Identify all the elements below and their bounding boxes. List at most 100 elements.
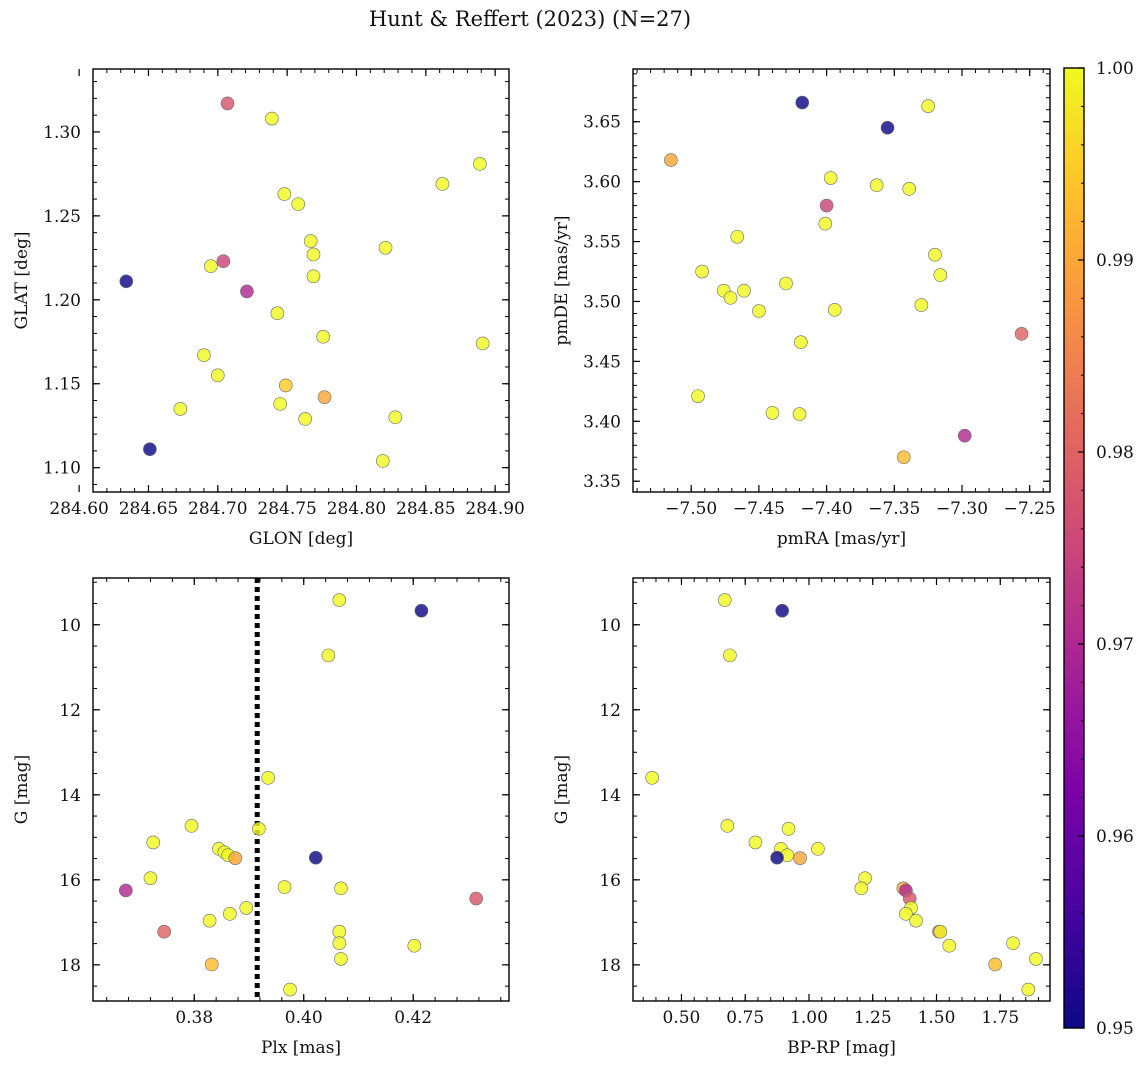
x-tick-label: 284.70 [188,499,247,519]
data-point [306,269,321,284]
data-point [317,390,332,404]
x-tick-label: 284.80 [327,499,386,519]
data-point [202,913,217,928]
colorbar: 0.95 0.96 0.97 0.98 0.99 1.00 [1063,59,1134,1039]
y-axis-label-pmde: pmDE [mas/yr] [552,215,572,345]
y-tick-label: 18 [599,956,621,976]
plot-area-sky [92,68,510,493]
data-point [730,229,745,244]
data-point [435,177,450,191]
x-axis-label-glon: GLON [deg] [249,529,353,549]
x-axis-label-plx: Plx [mas] [261,1038,341,1058]
y-tick-label: 16 [59,871,81,891]
x-axis-label-pmra: pmRA [mas/yr] [777,529,906,549]
data-point [794,335,808,350]
data-point [896,450,911,465]
colorbar-tick-label: 0.99 [1096,251,1134,271]
data-point [695,264,709,279]
data-point [819,198,834,213]
data-point [173,402,188,416]
data-point [792,407,807,421]
data-point [942,938,957,953]
data-point [823,171,838,185]
data-point [691,389,705,403]
x-tick-label: −7.50 [665,499,717,519]
x-tick-label: 284.85 [396,499,455,519]
data-point [469,891,483,906]
data-point [811,842,825,856]
x-tick-label: −7.40 [801,499,853,519]
data-point [303,234,318,248]
data-point [752,304,766,318]
panel-color-magnitude: 0.50 0.75 1.00 1.25 1.50 1.75 10 12 14 16 18 BP-RP… [552,577,1051,1058]
x-tick-label: 0.38 [175,1008,213,1028]
y-tick-label: 3.55 [583,233,621,253]
plot-area-parallax [92,577,510,1002]
data-point [273,397,288,411]
data-point [899,907,913,921]
colorbar-ticks: 0.95 0.96 0.97 0.98 0.99 1.00 [1078,59,1134,1039]
y-tick-label: 18 [59,956,81,976]
data-point [1029,952,1043,966]
y-tick-label: 1.10 [43,459,81,479]
colorbar-gradient [1063,67,1085,1029]
data-point [854,881,869,896]
data-point [748,835,763,850]
data-point [211,368,225,383]
ticks-color-magnitude: 0.50 0.75 1.00 1.25 1.50 1.75 10 12 14 16 18 [599,578,1050,1028]
data-point [228,851,243,865]
data-point [283,982,297,997]
data-point [933,924,948,939]
data-point [334,881,348,896]
colorbar-tick-label: 1.00 [1096,59,1134,79]
data-point [781,822,796,836]
data-point [770,850,784,865]
points-color-magnitude [645,593,1043,997]
panel-sky-position: 284.60 284.65 284.70 284.75 284.80 284.85 284.… [12,68,525,549]
data-point [240,284,254,299]
data-point [252,822,266,836]
data-point [204,957,219,972]
data-point [718,593,732,607]
data-point [157,924,171,939]
data-point [779,276,793,291]
points-sky [119,96,490,468]
data-point [332,924,347,939]
data-point [278,378,293,393]
data-point [880,120,895,135]
x-tick-label: 284.60 [49,499,108,519]
y-tick-label: 1.15 [43,375,81,395]
data-point [645,771,659,785]
x-tick-label: 284.75 [257,499,316,519]
data-point [291,197,306,211]
y-tick-label: 3.40 [583,412,621,432]
data-point [223,907,237,921]
data-point [332,936,347,950]
ticks-sky: 284.60 284.65 284.70 284.75 284.80 284.85 284.… [43,69,525,519]
y-tick-label: 1.20 [43,291,81,311]
x-tick-label: 1.00 [790,1008,828,1028]
colorbar-tick-label: 0.98 [1096,443,1134,463]
y-tick-label: 3.65 [583,113,621,133]
data-point [270,306,285,321]
x-axis-label-bp-rp: BP-RP [mag] [787,1038,896,1058]
data-point [265,111,279,126]
data-point [775,603,790,618]
data-point [407,938,422,953]
data-point [1014,327,1029,341]
data-point [277,880,292,894]
panel-parallax-magnitude: 0.38 0.40 0.42 10 12 14 16 18 Plx [mas] G [mag] [12,577,510,1058]
data-point [332,593,347,607]
y-tick-label: 3.35 [583,472,621,492]
data-point [414,603,429,618]
data-point [146,835,161,850]
y-tick-label: 14 [599,786,621,806]
data-point [988,957,1002,972]
x-tick-label: 0.50 [663,1008,701,1028]
data-point [277,187,292,201]
x-tick-label: 1.50 [918,1008,956,1028]
data-point [737,283,751,298]
y-tick-label: 3.60 [583,173,621,193]
y-axis-label-g-mag-cmd: G [mag] [552,755,572,824]
